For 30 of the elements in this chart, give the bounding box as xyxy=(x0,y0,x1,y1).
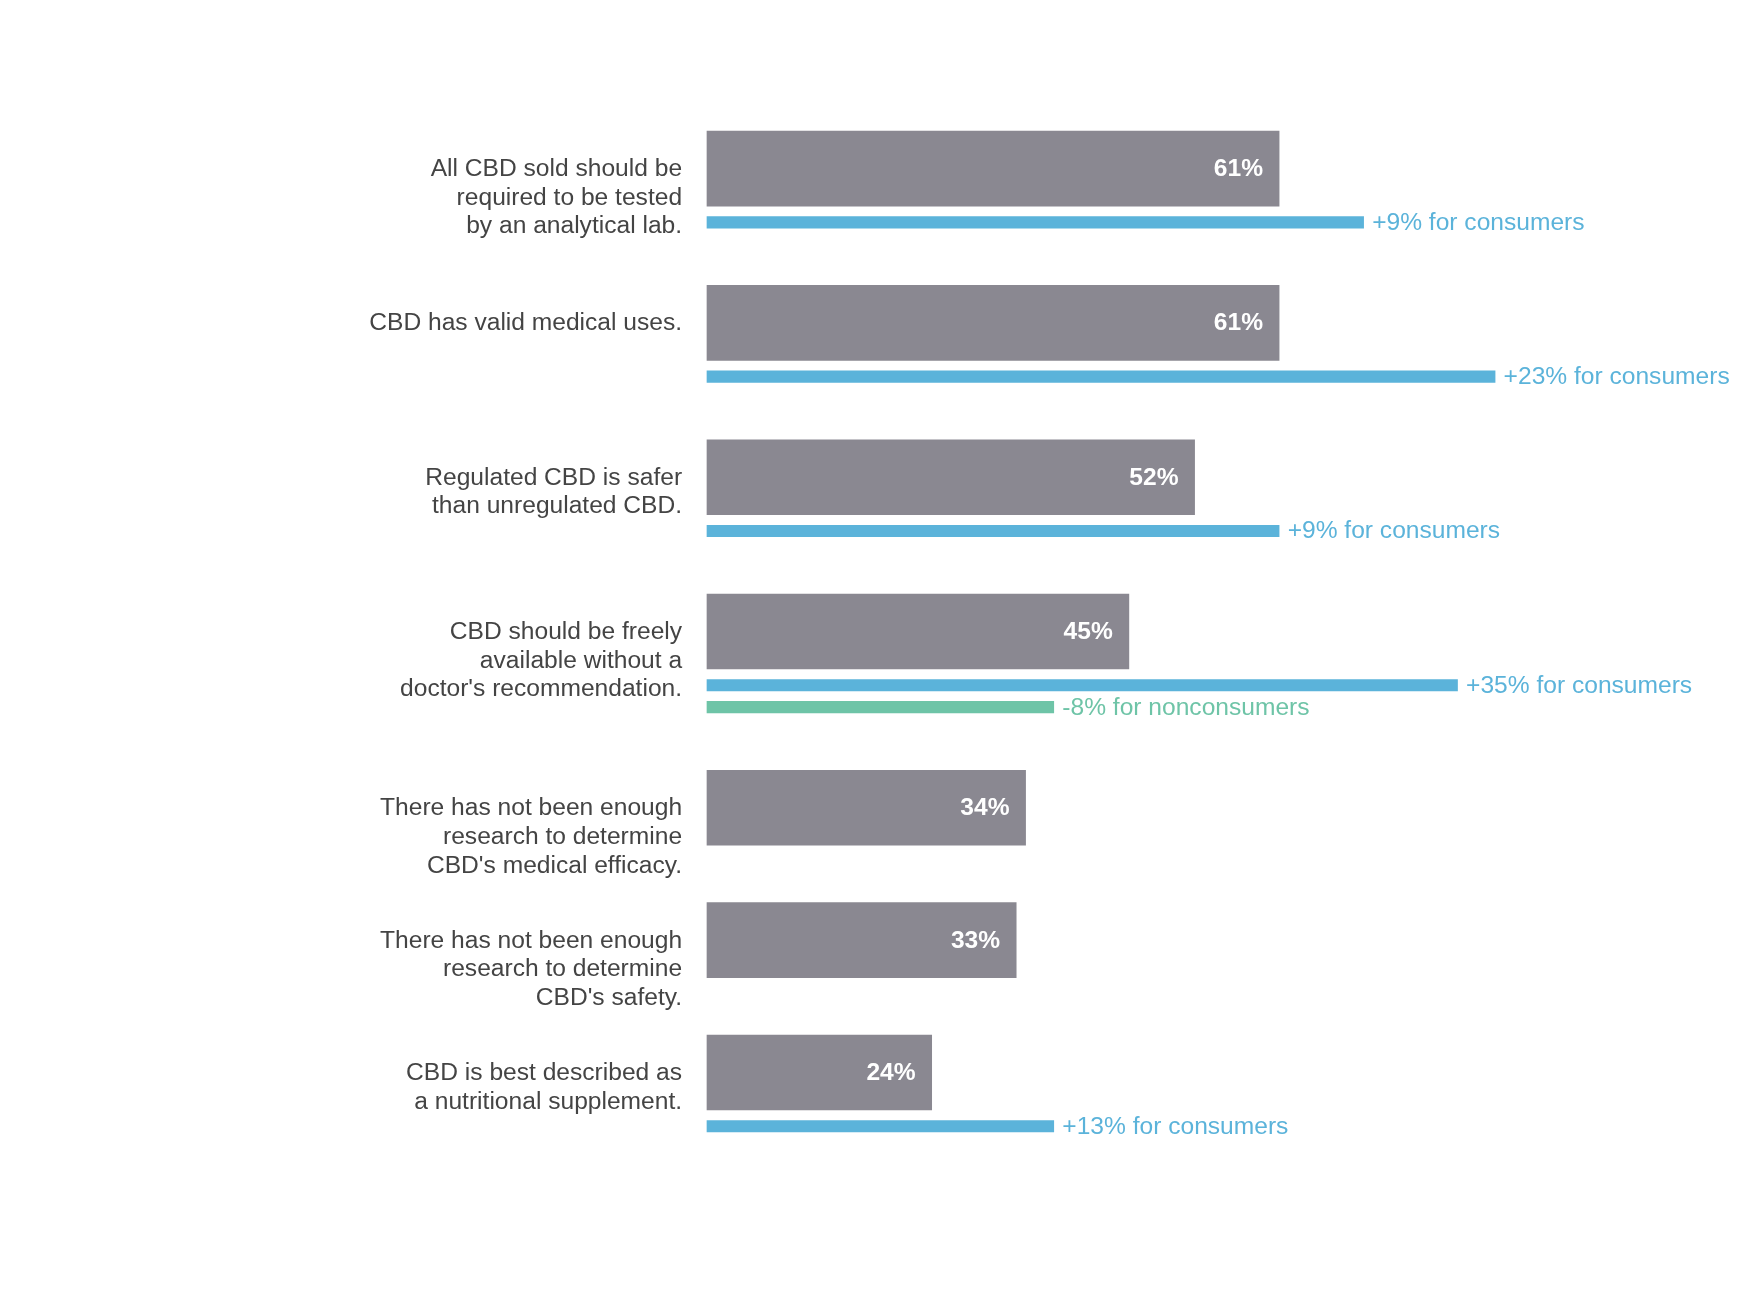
data-label: 61% xyxy=(1213,308,1264,336)
y-tick-label: Regulated CBD is safer than unregulated CBD. xyxy=(425,462,683,519)
data-label: 61% xyxy=(1213,154,1264,182)
data-label: 33% xyxy=(950,925,1001,953)
data-label: 45% xyxy=(1063,616,1113,644)
bar xyxy=(706,285,1280,361)
bar xyxy=(706,439,1195,516)
y-tick-label: CBD should be freely available without a doctor's recommendation. xyxy=(400,616,683,702)
annotation: +13% for consumers xyxy=(1062,1111,1289,1139)
data-label: 52% xyxy=(1129,462,1179,490)
bar xyxy=(706,130,1280,207)
y-tick-label: CBD has valid medical uses. xyxy=(369,308,683,336)
bar xyxy=(706,216,1364,229)
data-label: 24% xyxy=(866,1057,916,1085)
bar xyxy=(706,701,1055,714)
bar xyxy=(706,370,1496,383)
bar xyxy=(706,593,1130,670)
bar xyxy=(706,524,1280,537)
y-tick-label: All CBD sold should be required to be tested by an analytical lab. xyxy=(430,154,683,239)
y-tick-label: CBD is best described as a nutritional supplement. xyxy=(406,1057,683,1114)
annotation: +35% for consumers xyxy=(1466,670,1693,698)
annotation: -8% for nonconsumers xyxy=(1062,692,1310,720)
bar xyxy=(706,679,1458,692)
annotation: +9% for consumers xyxy=(1287,516,1501,544)
y-tick-label: There has not been enough research to determine CBD's safety. xyxy=(380,925,683,1010)
annotation: +9% for consumers xyxy=(1372,207,1585,235)
bar xyxy=(706,902,1017,978)
data-label: 34% xyxy=(960,793,1010,821)
y-tick-label: There has not been enough research to determine CBD's medical efficacy. xyxy=(380,793,683,878)
text: +23% for consumers xyxy=(1503,362,1730,390)
